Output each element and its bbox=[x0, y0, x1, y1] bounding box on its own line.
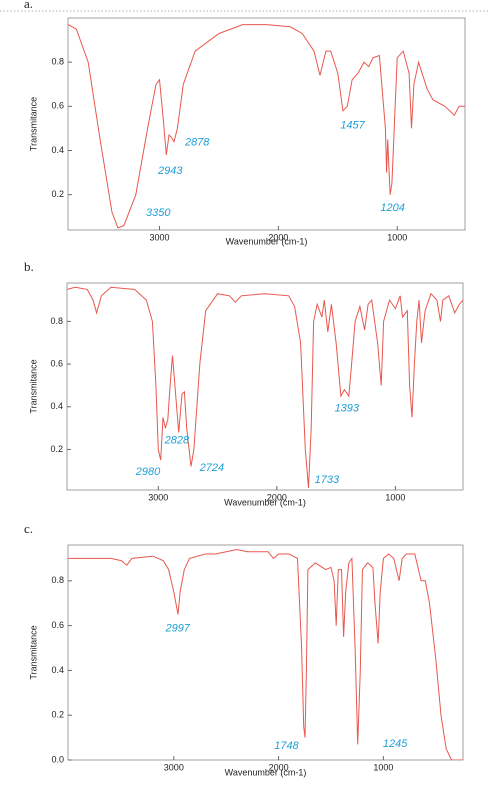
x-tick-label: 3000 bbox=[150, 232, 170, 242]
x-tick-label: 2000 bbox=[268, 232, 288, 242]
spectrum-line bbox=[68, 548, 463, 760]
spectrum-line bbox=[67, 286, 463, 488]
peak-annotation: 2980 bbox=[135, 466, 161, 478]
y-tick-label: 0.6 bbox=[51, 101, 64, 111]
x-axis-label: Wavenumber (cm-1) bbox=[225, 767, 307, 777]
panel-label: a. bbox=[24, 0, 33, 11]
plot-frame bbox=[66, 282, 464, 491]
panel-label: b. bbox=[24, 259, 34, 274]
x-tick-label: 1000 bbox=[387, 232, 407, 242]
plot-frame bbox=[67, 17, 466, 231]
x-tick-label: 2000 bbox=[267, 492, 287, 502]
peak-annotation: 2878 bbox=[184, 136, 210, 148]
spectrum-line bbox=[68, 24, 465, 229]
peak-annotation: 1245 bbox=[383, 738, 408, 750]
peak-annotation: 1748 bbox=[274, 740, 299, 752]
y-tick-label: 0.8 bbox=[51, 57, 64, 67]
y-axis-label: Transmitance bbox=[28, 625, 38, 679]
peak-annotation: 2828 bbox=[164, 434, 190, 446]
y-tick-label: 0.2 bbox=[51, 710, 64, 720]
x-tick-label: 1000 bbox=[385, 492, 405, 502]
peak-annotation: 2943 bbox=[157, 165, 183, 177]
y-tick-label: 0.4 bbox=[51, 145, 64, 155]
panel-label: c. bbox=[24, 521, 33, 536]
y-tick-label: 0.4 bbox=[50, 401, 63, 411]
y-tick-label: 0.2 bbox=[51, 189, 64, 199]
x-tick-label: 3000 bbox=[148, 492, 168, 502]
plot-frame bbox=[67, 544, 464, 761]
y-tick-label: 0.0 bbox=[51, 754, 64, 764]
peak-annotation: 1733 bbox=[315, 474, 340, 486]
y-tick-label: 0.2 bbox=[50, 444, 63, 454]
x-tick-label: 3000 bbox=[164, 762, 184, 772]
peak-annotation: 1204 bbox=[380, 202, 404, 214]
y-tick-label: 0.8 bbox=[50, 316, 63, 326]
y-tick-label: 0.6 bbox=[50, 358, 63, 368]
peak-annotation: 3350 bbox=[146, 207, 171, 219]
peak-annotation: 1457 bbox=[340, 119, 365, 131]
peak-annotation: 2997 bbox=[164, 622, 190, 634]
y-tick-label: 0.4 bbox=[51, 665, 64, 675]
x-tick-label: 2000 bbox=[269, 762, 289, 772]
x-tick-label: 1000 bbox=[373, 762, 393, 772]
peak-annotation: 2724 bbox=[199, 462, 224, 474]
y-axis-label: Transmitance bbox=[28, 359, 38, 413]
y-tick-label: 0.6 bbox=[51, 620, 64, 630]
x-axis-label: Wavenumber (cm-1) bbox=[224, 497, 306, 507]
y-axis-label: Transmitance bbox=[28, 97, 38, 151]
y-tick-label: 0.8 bbox=[51, 575, 64, 585]
x-axis-label: Wavenumber (cm-1) bbox=[226, 236, 308, 246]
peak-annotation: 1393 bbox=[335, 403, 360, 415]
